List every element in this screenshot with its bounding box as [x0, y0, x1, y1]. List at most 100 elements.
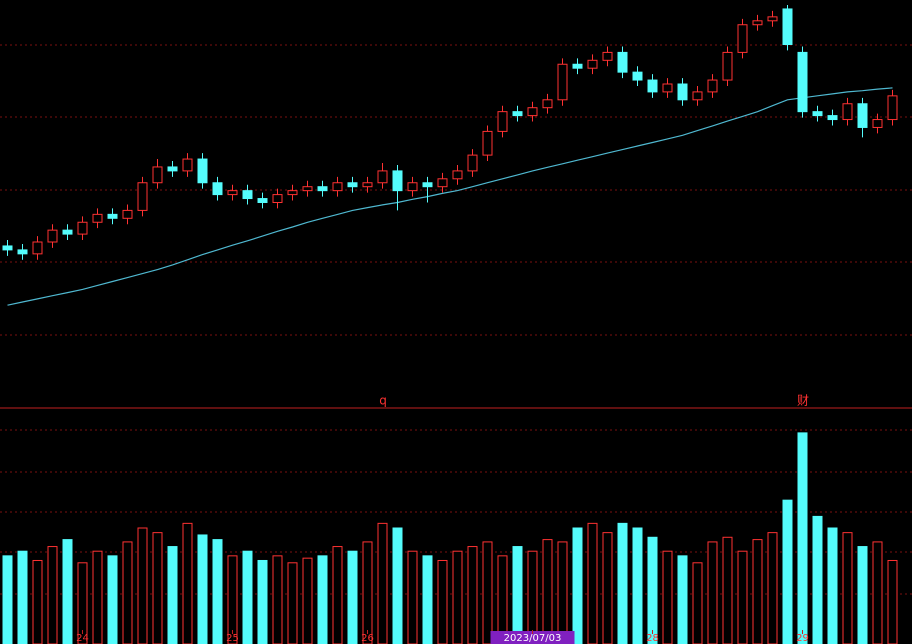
candle-body: [302, 186, 313, 192]
candle-body: [662, 83, 673, 93]
volume-bar: [287, 562, 298, 644]
candle-body: [77, 221, 88, 235]
volume-bar: [587, 522, 598, 644]
candle-body: [812, 111, 823, 117]
candle-body: [407, 182, 418, 192]
candle-body: [857, 103, 868, 128]
annotation: 财: [797, 394, 809, 408]
volume-bar: [362, 541, 373, 644]
candle-body: [287, 190, 298, 196]
x-tick-label: 29: [796, 633, 809, 644]
candle-body: [227, 190, 238, 196]
candle-body: [437, 178, 448, 188]
volume-bar: [257, 559, 268, 644]
volume-bar: [632, 527, 643, 644]
candle-body: [512, 111, 523, 117]
x-tick-label: 28: [646, 633, 659, 644]
candle-body: [257, 198, 268, 204]
candle-body: [242, 190, 253, 200]
volume-bar: [17, 550, 28, 644]
volume-bar: [437, 559, 448, 644]
candle-body: [152, 166, 163, 184]
candle-body: [572, 63, 583, 69]
candle-body: [317, 186, 328, 192]
volume-bar: [827, 527, 838, 644]
volume-bar: [872, 541, 883, 644]
volume-bar: [572, 527, 583, 644]
volume-bar: [272, 555, 283, 644]
volume-bar: [392, 527, 403, 644]
volume-bar: [212, 539, 223, 644]
volume-bar: [692, 562, 703, 644]
volume-bar: [647, 536, 658, 644]
volume-bar: [62, 539, 73, 644]
x-tick-label: 24: [76, 633, 89, 644]
volume-bar: [32, 559, 43, 644]
volume-bar: [767, 532, 778, 644]
candle-body: [32, 241, 43, 255]
volume-bar: [2, 555, 13, 644]
x-tick-label: 2023/07/03: [504, 633, 562, 644]
candle-body: [617, 51, 628, 73]
volume-bar: [302, 557, 313, 644]
candle-body: [767, 16, 778, 22]
candle-body: [527, 107, 538, 117]
volume-bar: [452, 550, 463, 644]
volume-bar: [47, 546, 58, 644]
volume-bar: [662, 550, 673, 644]
moving-average: [7, 87, 893, 306]
grid: [0, 44, 912, 595]
volume-bar: [92, 550, 103, 644]
candle-body: [62, 229, 73, 235]
volume-bar: [107, 555, 118, 644]
volume-bar: [137, 527, 148, 644]
candle-body: [797, 51, 808, 113]
volume-bar: [122, 541, 133, 644]
candle-body: [842, 103, 853, 121]
volume-bar: [482, 541, 493, 644]
date-highlight: [490, 631, 575, 644]
volume-bar: [317, 555, 328, 644]
volume-bar: [467, 546, 478, 644]
candle-body: [602, 51, 613, 61]
candle-body: [557, 63, 568, 101]
volume-bar: [332, 546, 343, 644]
volume-bar: [782, 499, 793, 644]
candle-body: [677, 83, 688, 101]
candle-body: [872, 119, 883, 128]
volume-bar: [752, 539, 763, 644]
volume-bar: [242, 550, 253, 644]
candle-body: [452, 170, 463, 180]
candle-body: [752, 20, 763, 26]
annotation: q: [379, 394, 387, 408]
candle-body: [467, 154, 478, 172]
candle-body: [137, 182, 148, 211]
candle-body: [122, 209, 133, 219]
volume-bar: [542, 539, 553, 644]
candle-body: [17, 249, 28, 255]
candle-body: [92, 213, 103, 223]
volume-bar: [617, 522, 628, 644]
volume-bar: [677, 555, 688, 644]
x-tick-label: 26: [361, 633, 374, 644]
volume-bar: [857, 546, 868, 644]
candle-body: [422, 182, 433, 188]
candle-body: [497, 111, 508, 132]
candle-body: [212, 182, 223, 196]
candle-body: [272, 194, 283, 204]
volume-bar: [527, 550, 538, 644]
volume-bar: [887, 559, 898, 644]
volume-bar: [182, 522, 193, 644]
x-tick-label: 25: [226, 633, 239, 644]
candle-body: [827, 115, 838, 121]
volume-bar: [737, 550, 748, 644]
candle-body: [182, 158, 193, 172]
candle-body: [647, 79, 658, 93]
volume-bar: [197, 534, 208, 644]
candle-body: [737, 24, 748, 53]
candle-body: [332, 182, 343, 192]
candle-body: [692, 91, 703, 101]
candle-body: [362, 182, 373, 188]
volume-bar: [347, 550, 358, 644]
